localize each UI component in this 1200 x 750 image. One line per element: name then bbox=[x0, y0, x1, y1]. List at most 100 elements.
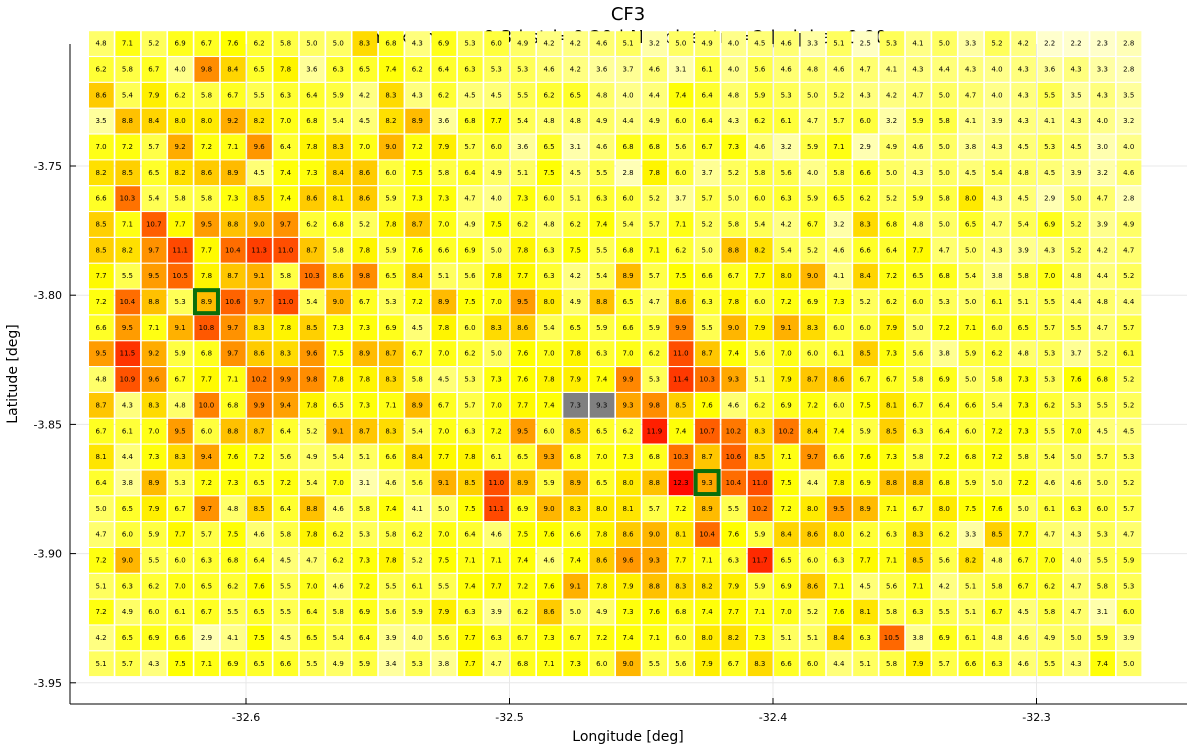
cell-value-label: 11.0 bbox=[673, 350, 689, 358]
heatmap-cell bbox=[774, 212, 799, 237]
cell-value-label: 4.6 bbox=[1044, 479, 1056, 487]
cell-value-label: 3.0 bbox=[1097, 143, 1108, 151]
cell-value-label: 5.5 bbox=[1044, 427, 1055, 435]
heatmap-cell bbox=[510, 289, 536, 315]
cell-value-label: 6.4 bbox=[939, 427, 951, 435]
cell-value-label: 6.3 bbox=[280, 91, 291, 99]
heatmap-cell bbox=[616, 82, 641, 108]
cell-value-label: 6.3 bbox=[464, 427, 475, 435]
cell-value-label: 7.6 bbox=[702, 401, 714, 409]
heatmap-cell bbox=[273, 470, 299, 496]
cell-value-label: 6.7 bbox=[728, 272, 739, 280]
heatmap-cell bbox=[1011, 160, 1036, 186]
cell-value-label: 8.1 bbox=[886, 401, 897, 409]
heatmap-cell bbox=[1116, 341, 1142, 366]
cell-value-label: 3.8 bbox=[122, 479, 133, 487]
heatmap-cell bbox=[668, 315, 694, 341]
heatmap-cell bbox=[299, 573, 325, 599]
heatmap-cell bbox=[115, 134, 141, 160]
heatmap-cell bbox=[89, 522, 114, 547]
cell-value-label: 6.7 bbox=[175, 376, 186, 384]
cell-value-label: 4.3 bbox=[1018, 91, 1029, 99]
cell-value-label: 7.3 bbox=[1018, 376, 1029, 384]
heatmap-cell bbox=[194, 599, 220, 625]
cell-value-label: 5.4 bbox=[1044, 453, 1056, 461]
cell-value-label: 7.3 bbox=[359, 556, 370, 564]
heatmap-cell bbox=[168, 108, 193, 134]
heatmap-cell bbox=[747, 444, 773, 470]
heatmap-cell bbox=[194, 186, 220, 211]
heatmap-cell bbox=[616, 548, 641, 573]
cell-value-label: 7.5 bbox=[965, 505, 976, 513]
cell-value-label: 5.6 bbox=[939, 556, 951, 564]
cell-value-label: 5.4 bbox=[412, 427, 424, 435]
cell-value-label: 6.1 bbox=[965, 634, 976, 642]
heatmap-cell bbox=[616, 57, 641, 82]
heatmap-cell bbox=[484, 212, 509, 237]
heatmap-cell bbox=[668, 367, 694, 392]
heatmap-cell bbox=[89, 263, 114, 289]
heatmap-cell bbox=[510, 367, 536, 392]
cell-value-label: 7.5 bbox=[781, 479, 792, 487]
heatmap-cell bbox=[695, 367, 720, 392]
x-axis-ticks: -32.6 -32.5 -32.4 -32.3 bbox=[232, 698, 1051, 724]
heatmap-cell bbox=[352, 444, 378, 470]
heatmap-cell bbox=[1090, 57, 1116, 82]
cell-value-label: 8.5 bbox=[254, 505, 265, 513]
cell-value-label: 9.8 bbox=[201, 66, 212, 74]
cell-value-label: 7.6 bbox=[1070, 376, 1082, 384]
cell-value-label: 2.8 bbox=[1123, 66, 1134, 74]
cell-value-label: 7.2 bbox=[807, 401, 818, 409]
heatmap-cell bbox=[168, 263, 193, 289]
cell-value-label: 4.2 bbox=[359, 91, 370, 99]
heatmap-cell bbox=[378, 237, 404, 263]
cell-value-label: 6.1 bbox=[991, 298, 1002, 306]
cell-value-label: 6.0 bbox=[543, 195, 554, 203]
cell-value-label: 8.5 bbox=[96, 221, 107, 229]
heatmap-cell bbox=[668, 548, 694, 573]
cell-value-label: 2.2 bbox=[1070, 40, 1081, 48]
heatmap-cell bbox=[1037, 31, 1063, 56]
cell-value-label: 7.3 bbox=[623, 608, 634, 616]
cell-value-label: 6.7 bbox=[175, 505, 186, 513]
cell-value-label: 9.1 bbox=[570, 582, 581, 590]
cell-value-label: 6.2 bbox=[517, 221, 528, 229]
cell-value-label: 5.9 bbox=[912, 195, 923, 203]
heatmap-cell bbox=[220, 160, 246, 186]
cell-value-label: 7.0 bbox=[1070, 427, 1081, 435]
cell-value-label: 7.2 bbox=[359, 582, 370, 590]
cell-value-label: 6.6 bbox=[833, 453, 845, 461]
cell-value-label: 5.5 bbox=[122, 272, 133, 280]
cell-value-label: 8.5 bbox=[96, 246, 107, 254]
heatmap-cell bbox=[984, 496, 1010, 522]
heatmap-cell bbox=[326, 367, 351, 392]
cell-value-label: 6.2 bbox=[96, 66, 107, 74]
heatmap-cell bbox=[958, 599, 984, 625]
heatmap-cell bbox=[115, 82, 141, 108]
cell-value-label: 5.8 bbox=[912, 453, 923, 461]
plot-axes bbox=[69, 44, 1187, 705]
heatmap-cell bbox=[853, 625, 878, 651]
cell-value-label: 5.4 bbox=[517, 117, 529, 125]
cell-value-label: 5.8 bbox=[939, 195, 950, 203]
heatmap-cell bbox=[879, 444, 905, 470]
heatmap-cell bbox=[642, 134, 668, 160]
cell-value-label: 3.3 bbox=[1097, 66, 1108, 74]
cell-value-label: 5.0 bbox=[965, 298, 976, 306]
heatmap-cell bbox=[220, 496, 246, 522]
heatmap-cell bbox=[378, 418, 404, 444]
cell-value-label: 5.5 bbox=[649, 660, 660, 668]
heatmap-cell bbox=[536, 367, 562, 392]
cell-value-label: 5.9 bbox=[965, 350, 976, 358]
cell-value-label: 6.8 bbox=[227, 556, 238, 564]
cell-value-label: 6.7 bbox=[807, 221, 818, 229]
cell-value-label: 4.3 bbox=[912, 169, 923, 177]
heatmap-cell bbox=[800, 31, 826, 56]
heatmap-cell bbox=[141, 57, 167, 82]
heatmap-cell bbox=[326, 108, 351, 134]
cell-value-label: 8.3 bbox=[385, 427, 396, 435]
heatmap-cell bbox=[747, 186, 773, 211]
heatmap-cell bbox=[826, 237, 852, 263]
cell-value-label: 6.5 bbox=[254, 660, 265, 668]
